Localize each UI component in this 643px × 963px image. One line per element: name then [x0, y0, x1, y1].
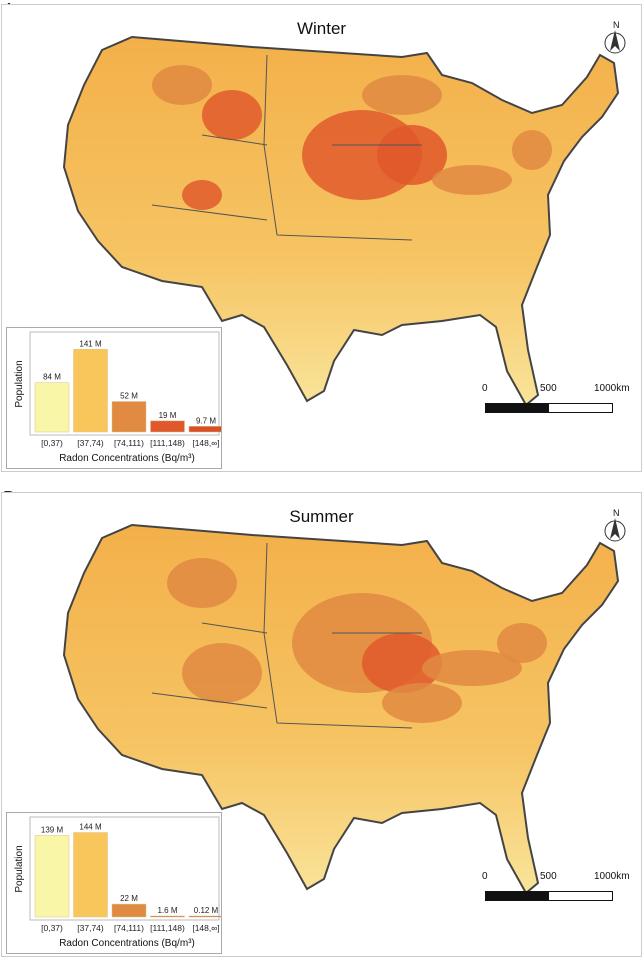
map-panel: A Winter N 0 [0, 0, 643, 472]
high-radon-region [167, 558, 237, 608]
panel-frame: Summer N 0 500 1000km 139 M [0,37) 144 M [3… [1, 492, 642, 957]
bar [188, 915, 224, 918]
scale-bar-graphic [485, 891, 613, 901]
map-title: Summer [289, 507, 354, 526]
high-radon-region [362, 633, 442, 693]
scale-tick: 0 [482, 871, 488, 882]
data-label: 144 M [79, 823, 102, 832]
high-radon-region [382, 683, 462, 723]
map-title: Winter [296, 19, 347, 38]
bar [73, 832, 108, 918]
north-label: N [613, 508, 620, 518]
high-radon-region [152, 65, 212, 105]
tick-label: [74,111) [114, 438, 144, 448]
north-label: N [613, 20, 620, 30]
tick-label: [148,∞] [192, 438, 219, 448]
population-bar-chart: 139 M [0,37) 144 M [37,74) 22 M [74,111) 1.6 M… [6, 812, 224, 954]
x-axis-label: Radon Concentrations (Bq/m³) [59, 453, 195, 464]
bar [34, 382, 70, 433]
north-arrow: N [600, 19, 630, 59]
high-radon-region [432, 165, 512, 195]
plot-area [29, 331, 220, 436]
bar [34, 835, 70, 918]
bar [111, 401, 147, 433]
scale-tick: 1000km [594, 383, 630, 394]
high-radon-region [362, 75, 442, 115]
x-axis-label: Radon Concentrations (Bq/m³) [59, 938, 195, 949]
y-axis-label: Population [14, 360, 25, 407]
us-radon-map [62, 523, 620, 895]
data-label: 84 M [43, 373, 61, 382]
bar [111, 903, 147, 918]
tick-label: [111,148) [150, 438, 185, 448]
tick-label: [0,37) [41, 438, 63, 448]
tick-label: [74,111) [114, 923, 144, 933]
scale-tick: 500 [540, 383, 557, 394]
scale-tick: 0 [482, 383, 488, 394]
high-radon-region [512, 130, 552, 170]
plot-area [29, 816, 220, 921]
tick-label: [37,74) [77, 923, 104, 933]
data-label: 19 M [159, 411, 177, 420]
data-label: 22 M [120, 894, 138, 903]
bar [150, 420, 185, 433]
scale-tick: 1000km [594, 871, 630, 882]
data-label: 52 M [120, 391, 138, 400]
data-label: 0.12 M [194, 906, 219, 915]
us-radon-map [62, 35, 620, 407]
y-axis-label: Population [14, 845, 25, 892]
population-bar-chart: 84 M [0,37) 141 M [37,74) 52 M [74,111) 19 M [1… [6, 327, 224, 469]
high-radon-region [182, 180, 222, 210]
tick-label: [0,37) [41, 923, 63, 933]
high-radon-region [497, 623, 547, 663]
high-radon-region [182, 643, 262, 703]
data-label: 1.6 M [157, 906, 177, 915]
high-radon-region [422, 650, 522, 686]
map-panel: B Summer N 0 [0, 488, 643, 957]
high-radon-region [377, 125, 447, 185]
tick-label: [111,148) [150, 923, 185, 933]
data-label: 9.7 M [196, 416, 216, 425]
bar [188, 426, 224, 433]
data-label: 139 M [41, 825, 64, 834]
tick-label: [148,∞] [192, 923, 219, 933]
bar [73, 349, 108, 433]
bar [150, 915, 185, 918]
scale-tick: 500 [540, 871, 557, 882]
panel-frame: Winter N 0 500 1000km 84 M [0,37) 141 M [37… [1, 4, 642, 472]
data-label: 141 M [79, 339, 102, 348]
high-radon-region [202, 90, 262, 140]
scale-bar-graphic [485, 403, 613, 413]
north-arrow: N [600, 507, 630, 547]
tick-label: [37,74) [77, 438, 104, 448]
